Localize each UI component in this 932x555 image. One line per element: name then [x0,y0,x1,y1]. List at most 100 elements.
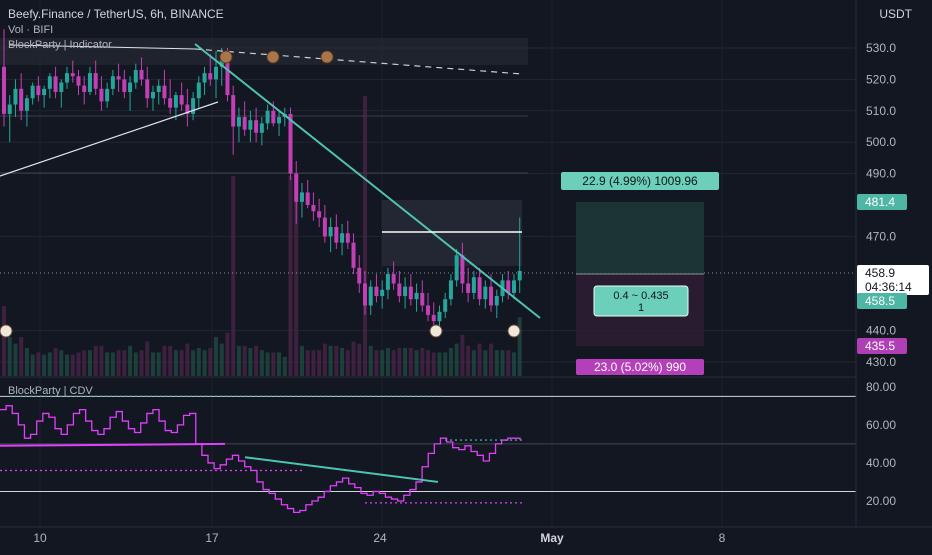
candle-body [391,274,396,284]
candle-body [414,292,419,300]
candle-body [460,255,465,284]
volume-bar [248,348,253,376]
candle-body [489,286,494,306]
last-price-text: 458.9 [865,266,895,280]
volume-bar [345,350,350,376]
volume-label: Vol · BIFI [8,24,54,36]
descending-trendline [194,43,541,319]
candle-body [299,192,304,202]
candle-body [431,314,436,322]
candle-body [133,69,138,83]
candle-body [477,277,482,300]
volume-bar [265,352,270,376]
candle-body [397,283,402,297]
time-tick-label: 17 [205,531,219,545]
last-price-badge [857,265,929,295]
profit-label-box [561,172,719,190]
volume-bar [282,356,287,376]
bear-icon [219,50,233,64]
volume-bar [133,352,138,376]
volume-bar [322,343,327,376]
stop-badge-text: 435.5 [865,339,895,353]
volume-bar [299,345,304,376]
price-tick-label: 500.0 [866,135,896,149]
ascending-trendline [0,101,219,177]
volume-bar [47,352,52,376]
volume-bar [391,350,396,376]
volume-bar [185,343,190,376]
price-tick-label: 440.0 [866,324,896,338]
indicator-label[interactable]: BlockParty | Indicator [8,39,112,51]
profit-zone[interactable] [576,202,704,274]
candle-body [105,88,110,102]
volume-bar [122,350,127,376]
top-line [9,44,196,50]
volume-bar [294,176,299,376]
candle-body [517,270,522,281]
volume-bar [311,350,316,376]
volume-bar [13,343,18,376]
candle-body [494,296,499,306]
target-badge-text: 481.4 [865,195,895,209]
drawings-front[interactable] [0,43,856,338]
candle-body [162,85,167,99]
candle-body [420,292,425,306]
volume-bar [397,348,402,376]
volume-bar [271,352,276,376]
target-badge [857,194,907,210]
volume-bar [231,176,236,376]
candle-body [202,73,207,83]
candle-body [59,82,64,92]
candle-body [506,280,511,293]
candle-body [443,299,448,312]
volume-bar [328,345,333,376]
cdv-pane [0,395,856,514]
candle-body [116,76,121,80]
bull-icon [429,324,443,338]
cdv-trendline [244,456,439,483]
candle-body [254,120,259,133]
candle-body [82,85,87,92]
long-position-tool[interactable]: 22.9 (4.99%) 1009.96 23.0 (5.02%) 990 0.… [561,172,719,375]
price-tick-label: 470.0 [866,229,896,243]
volume-bar [426,350,431,376]
volume-bar [357,343,362,376]
candle-body [322,217,327,237]
volume-bar [489,343,494,376]
loss-label-box [576,359,704,375]
volume-bar [42,354,47,376]
cdv-line [0,405,521,514]
volume-bar [93,345,98,376]
countdown-text: 04:36:14 [865,280,912,294]
cdv-label[interactable]: BlockParty | CDV [8,385,93,397]
candle-body [351,242,356,268]
candle-body [99,88,104,102]
candle-body [317,211,322,218]
candle-body [30,85,35,99]
candle-body [362,283,367,306]
volume-bar [408,348,413,376]
volume-bar [105,352,110,376]
volume-bar [225,332,230,376]
volume-bar [385,348,390,376]
volume-bar [128,345,133,376]
candle-body [265,110,270,124]
candle-body [288,113,293,174]
volume-bar [19,337,24,376]
candle-body [294,173,299,202]
volume-bar [483,350,488,376]
volume-bar [208,348,213,376]
volume-bar [150,352,155,376]
volume-bar [214,337,219,376]
volume-bar [471,350,476,376]
candle-body [511,280,516,293]
volume-bar [443,352,448,376]
time-tick-label: 8 [719,531,726,545]
volume-bar [437,352,442,376]
candle-body [454,255,459,281]
candle-body [19,88,24,111]
volume-bar [420,348,425,376]
